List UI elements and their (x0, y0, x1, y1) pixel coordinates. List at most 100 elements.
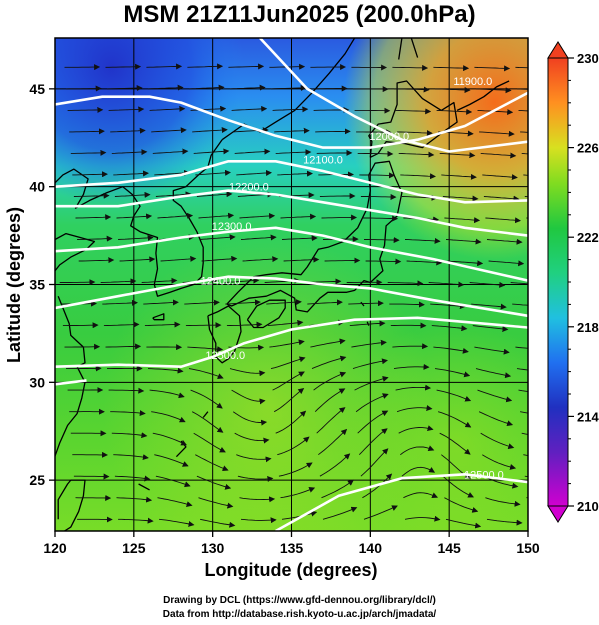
streamline (404, 515, 441, 522)
y-tick-label: 35 (29, 277, 45, 293)
streamline (191, 411, 224, 433)
streamline (434, 368, 471, 378)
streamline (118, 234, 154, 241)
streamline (485, 217, 521, 224)
streamline (313, 371, 347, 391)
streamline (359, 172, 395, 179)
streamline (431, 325, 468, 332)
streamline (110, 127, 146, 134)
streamline (281, 235, 318, 242)
streamline (393, 363, 430, 370)
contour-line (55, 91, 528, 149)
streamline (444, 217, 481, 224)
streamline (198, 212, 235, 219)
streamline (196, 475, 232, 490)
streamline (193, 148, 230, 155)
streamline (73, 192, 110, 199)
streamline (395, 384, 432, 391)
streamline (395, 108, 432, 115)
streamline (272, 106, 309, 113)
streamline (188, 368, 224, 379)
x-axis: 120 125 130 135 140 145 150 (43, 531, 540, 556)
streamline (433, 346, 469, 354)
streamline (143, 299, 179, 306)
streamline (152, 432, 187, 446)
streamline (482, 174, 518, 181)
streamline (280, 213, 317, 220)
streamline (444, 497, 479, 513)
streamline (439, 152, 476, 159)
streamline (223, 277, 260, 284)
streamline (480, 152, 517, 159)
streamline (193, 432, 226, 453)
streamline (102, 299, 138, 306)
streamline (113, 454, 149, 461)
streamline (400, 173, 436, 180)
streamline (270, 356, 306, 370)
streamline (69, 128, 105, 135)
coastline (207, 305, 242, 364)
streamline (355, 393, 389, 413)
coastline (138, 483, 150, 491)
streamline (114, 191, 151, 198)
streamline (357, 410, 389, 434)
streamline (310, 338, 346, 348)
credit-data: Data from http://database.rish.kyoto-u.a… (162, 609, 437, 620)
streamline (321, 479, 354, 499)
streamline (105, 343, 142, 350)
coastline (398, 38, 403, 60)
streamline (229, 84, 266, 91)
streamline (118, 517, 154, 524)
streamline (266, 299, 302, 306)
streamline (434, 87, 471, 94)
streamline (510, 282, 528, 285)
streamline (239, 212, 276, 219)
streamline (352, 358, 388, 370)
streamline (146, 63, 183, 70)
streamline (103, 321, 140, 328)
streamline (394, 86, 430, 93)
streamline (59, 279, 96, 286)
contour-label: 12500.0 (464, 469, 504, 481)
streamline (77, 235, 113, 242)
streamline (516, 368, 528, 371)
contour-line (55, 160, 528, 204)
streamline (483, 475, 519, 489)
streamline (149, 105, 186, 112)
x-tick-label: 135 (280, 540, 304, 556)
streamline (114, 475, 151, 482)
streamlines (59, 63, 528, 529)
streamline (141, 277, 178, 284)
streamline (485, 497, 521, 507)
x-axis-label: Longitude (degrees) (204, 560, 377, 580)
y-tick-label: 25 (29, 472, 45, 488)
streamline (311, 355, 347, 370)
streamline (62, 322, 99, 329)
streamline (478, 411, 514, 427)
streamline (72, 171, 108, 178)
contour-line (55, 379, 87, 386)
streamline (365, 258, 402, 265)
streamline (201, 255, 238, 262)
coastline (55, 232, 96, 272)
streamline (234, 432, 270, 444)
streamline (237, 475, 274, 482)
streamline (436, 389, 472, 402)
streamline (234, 148, 271, 155)
colorbar-max-arrow (547, 41, 569, 59)
streamline (396, 405, 433, 413)
streamline (151, 411, 186, 423)
streamline (190, 389, 223, 409)
streamline (314, 388, 346, 413)
streamline (106, 85, 143, 92)
streamline (78, 257, 115, 264)
streamline (196, 191, 233, 198)
streamline (231, 389, 266, 405)
streamline (321, 214, 358, 221)
x-tick-label: 125 (122, 540, 146, 556)
streamline (479, 130, 515, 137)
coastline (64, 479, 86, 531)
streamline (349, 320, 386, 327)
